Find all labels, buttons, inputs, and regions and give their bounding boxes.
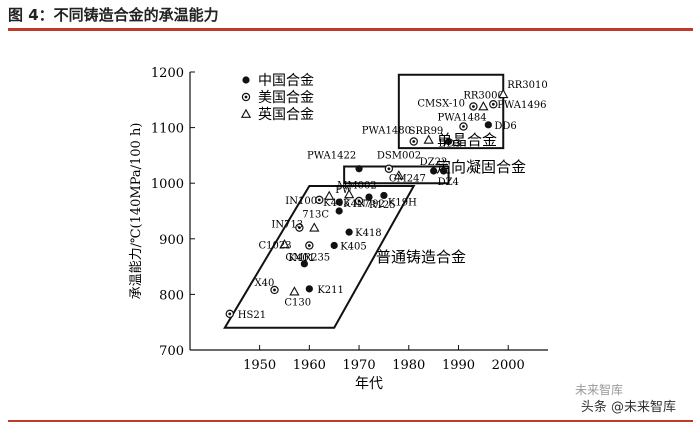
- point-label: K211: [317, 285, 344, 296]
- y-tick-label: 1200: [151, 66, 184, 81]
- point-label: PWA1496: [497, 100, 546, 111]
- data-point: [335, 198, 343, 206]
- point-label: RR3000: [463, 90, 504, 101]
- data-point: [430, 167, 438, 175]
- logo-text: 未来智库: [575, 383, 624, 397]
- data-point: [380, 191, 388, 200]
- point-label: CMSX-10: [417, 98, 465, 109]
- x-tick-label: 1960: [293, 358, 326, 373]
- y-tick-label: 800: [159, 288, 184, 303]
- point-label: PW: [335, 185, 353, 196]
- data-point: [355, 165, 363, 173]
- region-outline: [397, 73, 505, 150]
- data-point-center: [228, 312, 232, 316]
- point-label: C130: [284, 298, 311, 309]
- data-point-center: [317, 198, 321, 202]
- point-label: CM247: [389, 173, 426, 184]
- watermark: 头条 @未来智库: [580, 400, 676, 415]
- y-tick-label: 700: [159, 344, 184, 359]
- data-point: [279, 239, 290, 249]
- data-point: [478, 101, 489, 111]
- data-point: [365, 193, 373, 201]
- x-tick-label: 1990: [442, 358, 475, 373]
- region-label: 定向凝固合金: [436, 158, 526, 176]
- data-point-center: [357, 199, 361, 203]
- data-point-center: [462, 125, 465, 128]
- point-label: SRR99: [409, 126, 444, 137]
- point-label: IN100: [285, 196, 317, 207]
- point-label: K405: [340, 241, 367, 252]
- point-label: K417: [343, 199, 370, 210]
- data-point-center: [412, 140, 416, 143]
- title-rule: [8, 28, 693, 31]
- data-point: [423, 134, 434, 144]
- point-label: IN792: [353, 199, 385, 210]
- data-point: [330, 241, 338, 250]
- legend-label: 中国合金: [258, 73, 314, 89]
- data-point: [484, 121, 492, 129]
- point-label: K401: [288, 253, 315, 264]
- data-point: [345, 228, 353, 236]
- x-tick-label: 1980: [392, 358, 425, 373]
- data-point-center: [491, 102, 495, 106]
- legend-marker: [242, 76, 250, 84]
- region-outline: [343, 165, 450, 185]
- point-label: IN713: [271, 220, 303, 231]
- y-tick-label: 1100: [151, 122, 184, 137]
- region-outline: [223, 184, 416, 329]
- data-point-center: [472, 105, 475, 108]
- point-label: K418: [355, 228, 382, 239]
- x-tick-label: 1970: [343, 358, 376, 373]
- data-point: [444, 137, 453, 146]
- point-label: 713C: [302, 210, 329, 221]
- data-point: [305, 285, 313, 293]
- point-label: DSM002: [377, 151, 421, 162]
- data-point: [324, 190, 335, 200]
- data-point-center: [387, 167, 391, 171]
- point-label: HS21: [238, 310, 266, 321]
- y-tick-label: 900: [159, 233, 184, 248]
- point-label: GMR235: [285, 252, 330, 263]
- point-label: MM002: [337, 180, 377, 191]
- legend-marker-center: [244, 95, 248, 99]
- figure-title: 图 4：不同铸造合金的承温能力: [8, 6, 219, 24]
- data-point: [309, 222, 320, 232]
- legend-label: 美国合金: [258, 90, 314, 106]
- point-label: DZ4: [438, 177, 459, 188]
- point-label: PWA1422: [307, 151, 356, 162]
- point-label: DD6: [494, 121, 516, 132]
- data-point-center: [307, 244, 311, 247]
- x-tick-label: 1950: [243, 358, 276, 373]
- point-label: C1023: [258, 240, 291, 251]
- data-point-center: [273, 288, 276, 292]
- legend-label: 英国合金: [258, 106, 314, 123]
- point-label: PWA1484: [437, 112, 486, 123]
- point-label: R125: [369, 200, 396, 211]
- data-point: [300, 260, 308, 268]
- data-point: [393, 170, 404, 180]
- data-point: [335, 207, 343, 215]
- x-tick-label: 2000: [492, 358, 525, 373]
- point-label: K19H: [388, 197, 417, 208]
- legend-marker: [240, 108, 252, 118]
- bottom-rule: [8, 420, 693, 422]
- data-point-center: [297, 226, 301, 230]
- region-label: 普通铸造合金: [376, 248, 466, 266]
- point-label: DZ22: [420, 157, 448, 168]
- data-point: [498, 88, 509, 99]
- y-tick-label: 1000: [151, 177, 184, 192]
- point-label: RR3010: [507, 80, 548, 91]
- data-point: [289, 286, 300, 296]
- data-point: [439, 167, 448, 175]
- point-label: DD3: [439, 139, 461, 150]
- data-point: [343, 188, 355, 199]
- point-label: PWA1480: [362, 126, 411, 137]
- region-label: 单晶合金: [437, 131, 497, 149]
- point-label: X40: [255, 278, 275, 289]
- x-axis-title: 年代: [355, 376, 383, 392]
- y-axis-title: 承温能力/℃(140MPa/100 h): [129, 123, 144, 300]
